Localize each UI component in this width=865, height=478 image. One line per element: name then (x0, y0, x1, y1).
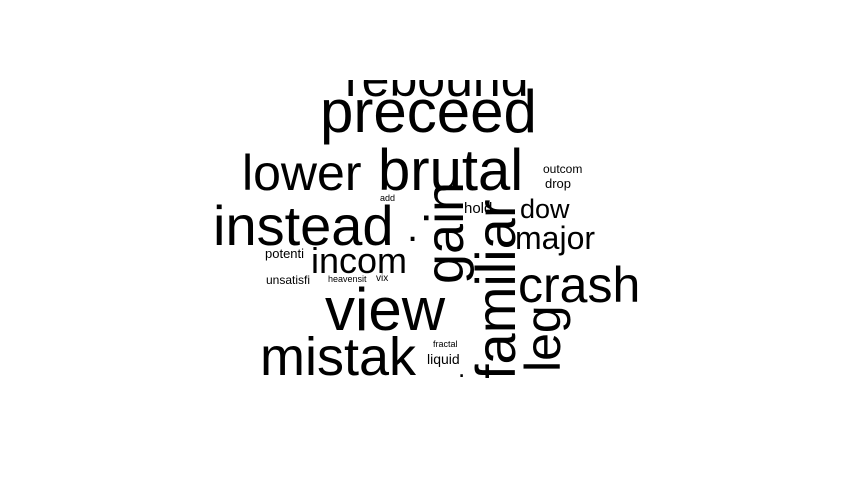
word-hold: hold (464, 200, 493, 217)
word-tick: . (458, 353, 466, 378)
word-unsatisfi: unsatisfi (266, 273, 311, 287)
word-instead: instead (213, 194, 394, 257)
word-view: view (325, 276, 446, 343)
word-brutal: brutal (378, 138, 524, 203)
word-liquid: liquid (427, 351, 460, 367)
word-heavensit: heavensit (328, 274, 367, 284)
word-leg: leg (515, 305, 571, 372)
word-cloud-panel: rebound preceed lower brutal outcom drop… (0, 80, 865, 378)
word-major: major (515, 220, 596, 256)
word-preceed: preceed (320, 80, 537, 145)
word-mistak: mistak (260, 327, 417, 378)
word-add: add (380, 193, 396, 203)
word-outcom: outcom (543, 162, 583, 176)
word-crash: crash (518, 257, 641, 313)
word-incom: incom (311, 240, 408, 281)
word-drop: drop (545, 176, 572, 191)
word-fractal: fractal (433, 339, 458, 349)
word-dot: . (407, 206, 419, 250)
word-vix: vix (376, 273, 389, 284)
word-potenti: potenti (265, 246, 305, 261)
word-rebound: rebound (345, 80, 529, 104)
word-lower: lower (242, 145, 362, 201)
word-dow: dow (520, 194, 570, 224)
